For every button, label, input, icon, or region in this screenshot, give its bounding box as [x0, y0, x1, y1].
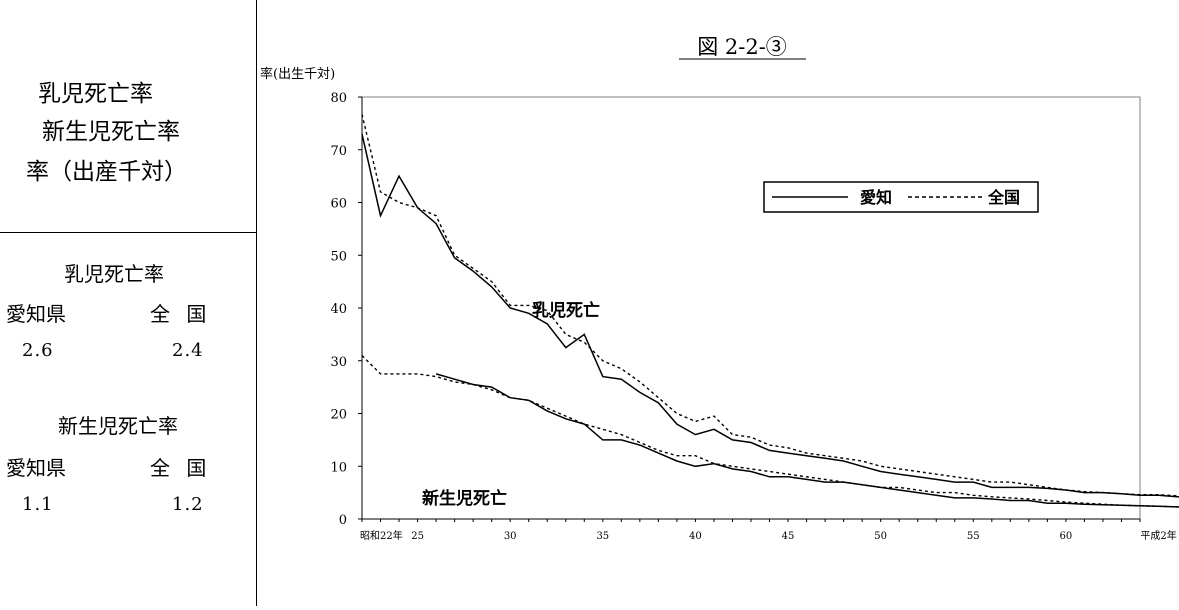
- infant-aichi-value: 2.6: [22, 340, 54, 361]
- y-tick-label: 50: [330, 249, 347, 264]
- y-tick-label: 60: [330, 197, 347, 212]
- plot-area: 0 10 20 30 40 50 60 70 80 昭和22年 25 30 35 40 45 50 55 60 平成…: [330, 91, 1179, 542]
- legend-label-national: 全国: [987, 188, 1020, 207]
- x-tick-label: 30: [504, 531, 517, 542]
- y-tick-label: 20: [330, 408, 347, 423]
- infant-national-value: 2.4: [172, 340, 204, 361]
- infant-stat-title: 乳児死亡率: [64, 258, 164, 287]
- y-tick-label: 10: [330, 460, 347, 475]
- chart-title: 図 2-2-③: [697, 35, 787, 59]
- neonatal-col-aichi: 愛知県: [6, 452, 66, 481]
- neonatal-national-value: 1.2: [172, 494, 204, 515]
- annotation-infant: 乳児死亡: [532, 300, 600, 321]
- neonatal-stat-title: 新生児死亡率: [58, 410, 178, 439]
- x-tick-label: 平成2年: [1140, 529, 1176, 542]
- y-tick-label: 80: [330, 91, 347, 106]
- x-tick-label: 25: [411, 531, 424, 542]
- series-line-infant-national: [362, 114, 1179, 506]
- infant-col-national: 全 国: [150, 298, 206, 327]
- y-axis-label: 率(出生千対): [260, 66, 335, 82]
- x-tick-label: 60: [1060, 531, 1073, 542]
- y-tick-label: 70: [330, 144, 347, 159]
- y-tick-label: 40: [330, 302, 347, 317]
- x-tick-label: 35: [596, 531, 609, 542]
- infant-col-aichi: 愛知県: [6, 298, 66, 327]
- x-tick-label: 55: [967, 531, 980, 542]
- mortality-chart: 図 2-2-③ 率(出生千対) 0 10 20 30 40 50 60 70 80 昭和22年 25…: [256, 0, 1179, 606]
- x-tick-label: 昭和22年: [360, 529, 403, 542]
- x-tick-label: 50: [874, 531, 887, 542]
- left-panel: 乳児死亡率 新生児死亡率 率（出産千対） 乳児死亡率 愛知県 全 国 2.6 2…: [0, 0, 257, 606]
- neonatal-aichi-value: 1.1: [22, 494, 54, 515]
- title-line-infant: 乳児死亡率: [38, 74, 153, 108]
- title-line-neonatal: 新生児死亡率: [42, 112, 180, 146]
- x-tick-label: 45: [782, 531, 795, 542]
- neonatal-col-national: 全 国: [150, 452, 206, 481]
- legend-label-aichi: 愛知: [860, 188, 892, 207]
- plot-frame: [362, 97, 1140, 519]
- title-line-unit: 率（出産千対）: [26, 152, 187, 186]
- legend: 愛知 全国: [764, 182, 1038, 212]
- chart-area: 図 2-2-③ 率(出生千対) 0 10 20 30 40 50 60 70 80 昭和22年 25…: [256, 0, 1179, 606]
- x-tick-label: 40: [689, 531, 702, 542]
- annotation-neonatal: 新生児死亡: [422, 488, 507, 509]
- left-title-box: 乳児死亡率 新生児死亡率 率（出産千対）: [0, 0, 256, 233]
- y-tick-label: 30: [330, 355, 347, 370]
- y-tick-label: 0: [339, 513, 347, 528]
- series-line-neonatal-aichi: [436, 374, 1179, 513]
